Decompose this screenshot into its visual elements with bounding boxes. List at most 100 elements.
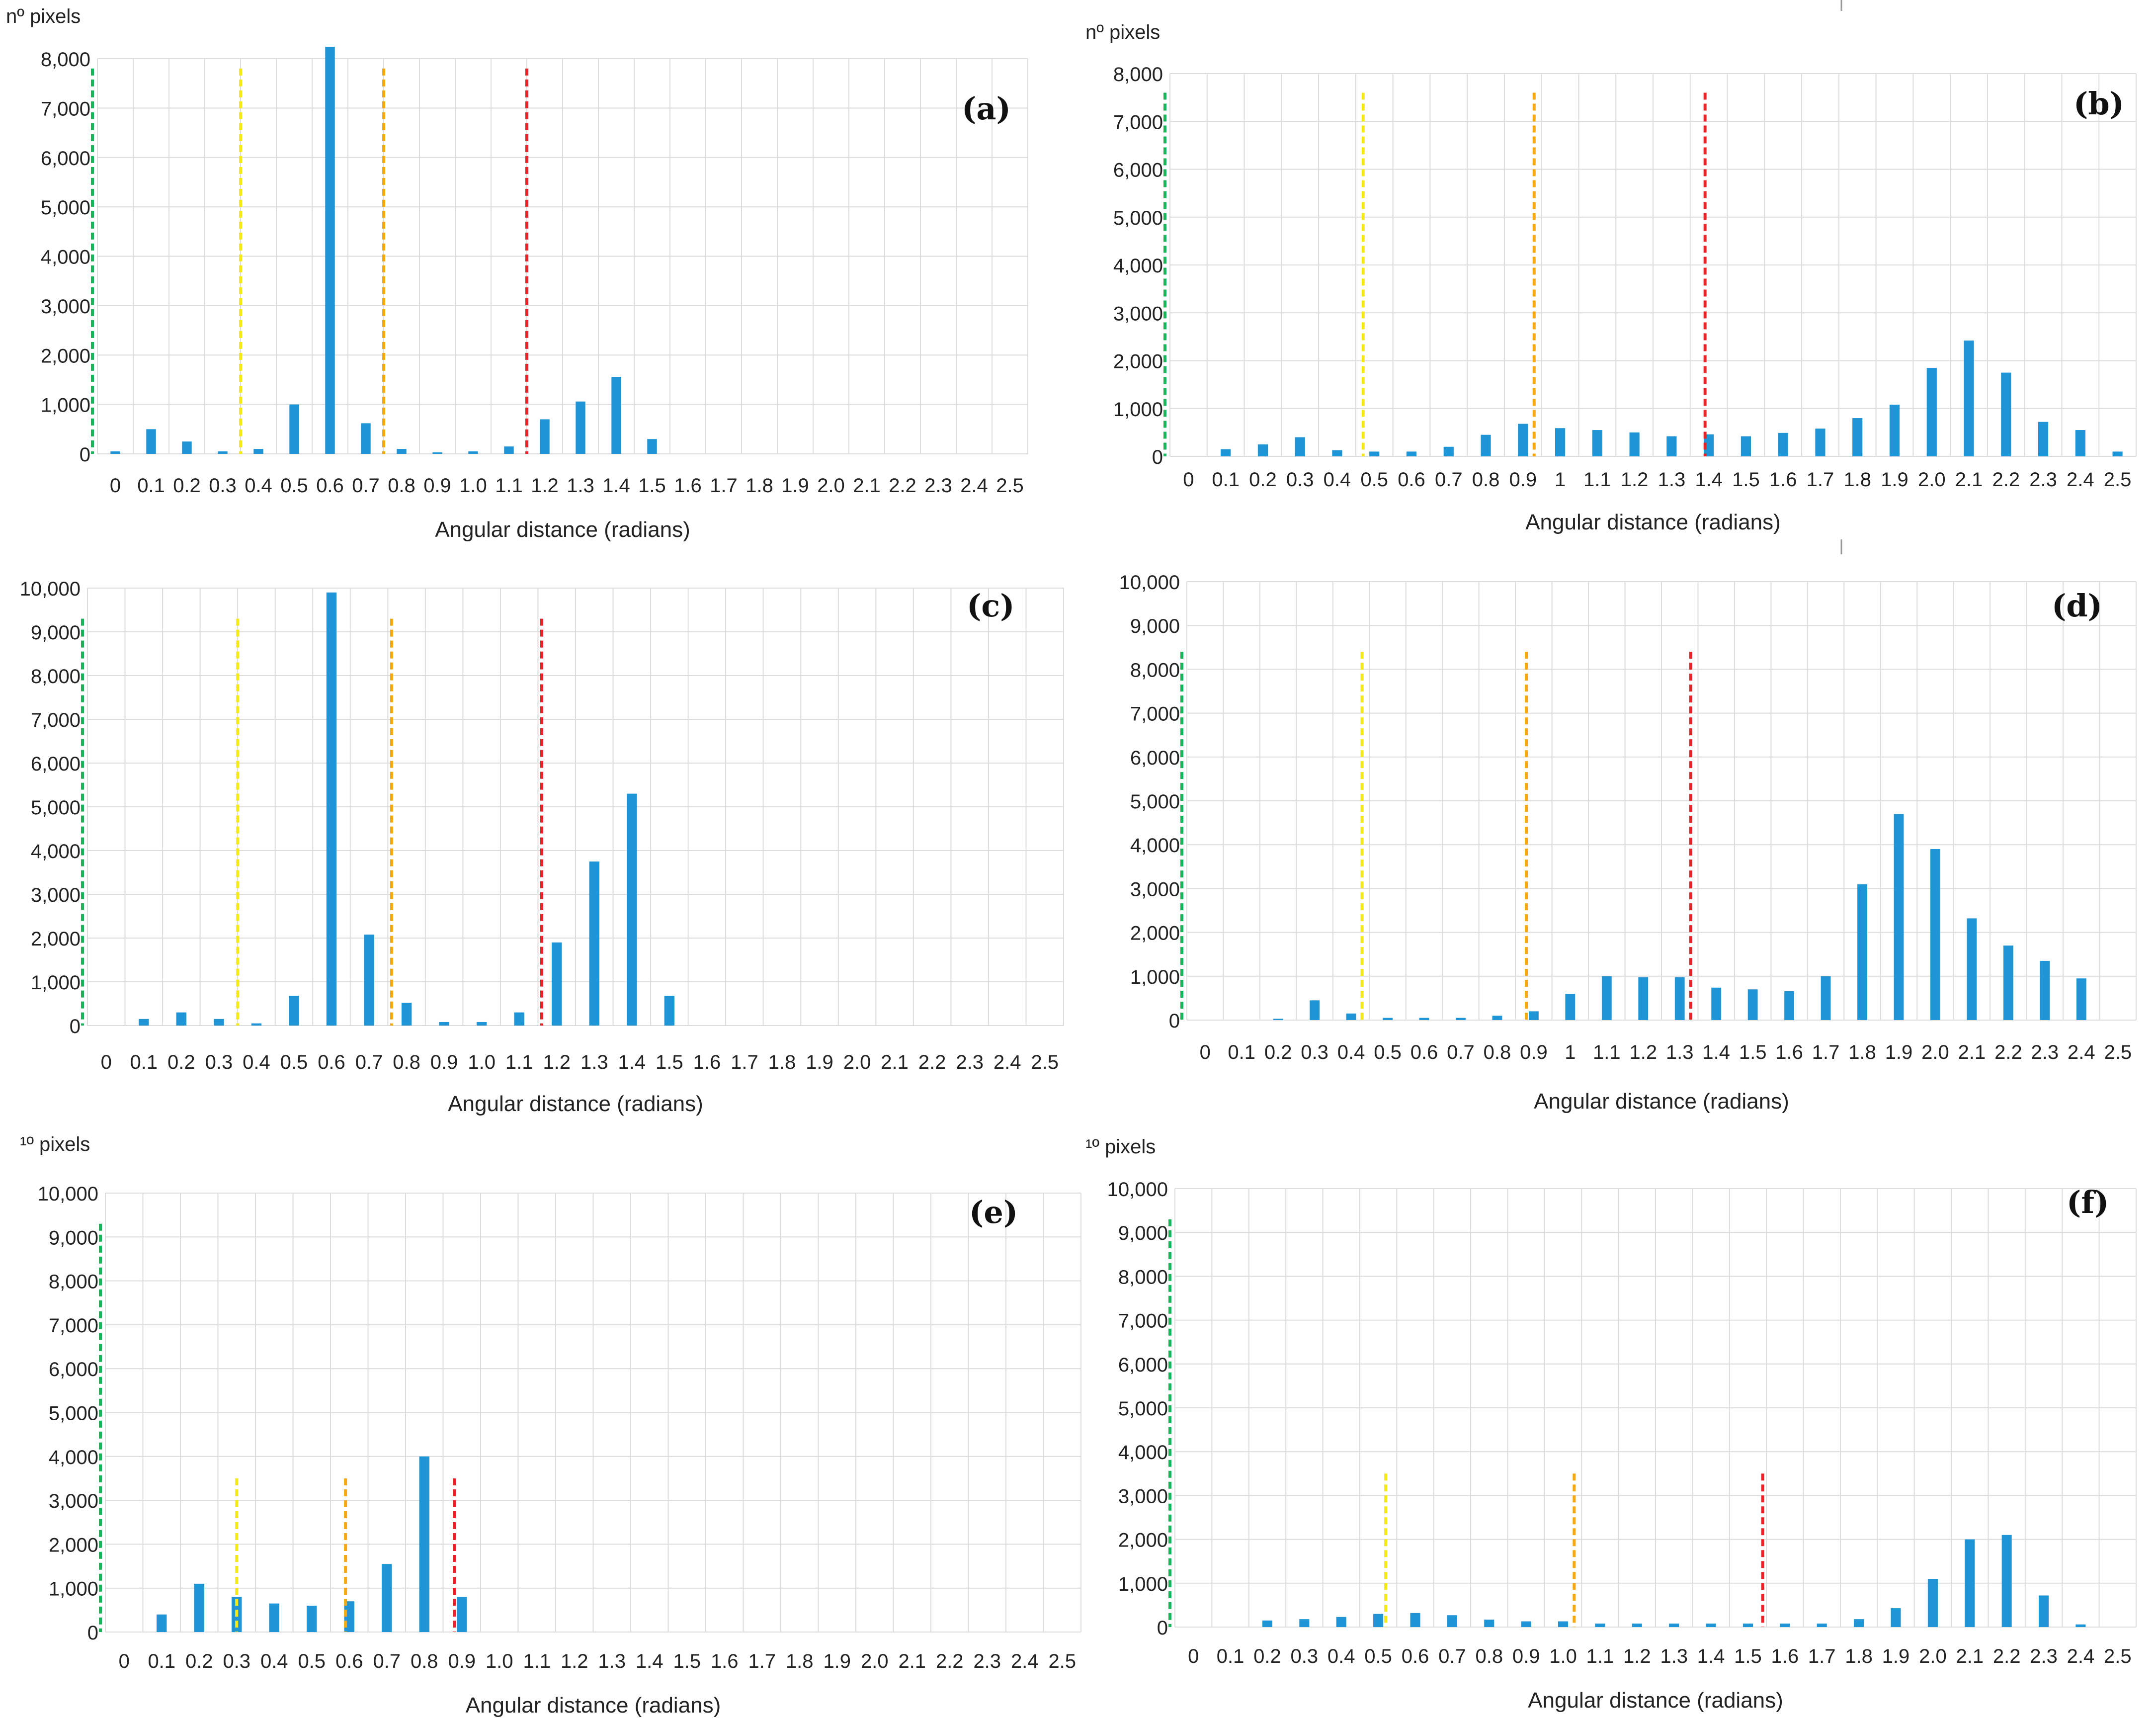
- bar: [1632, 1623, 1642, 1627]
- x-tick-label: 1.4: [1695, 469, 1723, 491]
- x-tick-label: 0.2: [1264, 1041, 1292, 1063]
- x-tick-label: 0.9: [423, 475, 451, 497]
- x-tick-label: 1.5: [1739, 1041, 1767, 1063]
- bar: [1629, 432, 1640, 456]
- x-tick-label: 0.6: [1398, 469, 1425, 491]
- x-tick-label: 2.4: [2067, 469, 2094, 491]
- x-tick-label: 2.4: [2067, 1645, 2095, 1667]
- bar: [1595, 1623, 1605, 1627]
- x-tick-label: 0.5: [280, 1051, 308, 1073]
- y-tick-label: 3,000: [31, 884, 81, 906]
- y-tick-label: 9,000: [49, 1227, 98, 1249]
- bar: [1854, 1619, 1864, 1627]
- x-tick-label: 2.0: [1921, 1041, 1949, 1063]
- y-tick-label: 1,000: [1113, 399, 1163, 421]
- bar: [1221, 449, 1231, 456]
- x-tick-label: 1.9: [823, 1650, 851, 1672]
- x-tick-label: 1.2: [1623, 1645, 1651, 1667]
- x-tick-label: 2.1: [853, 475, 881, 497]
- x-tick-label: 1.1: [1593, 1041, 1621, 1063]
- bar: [1410, 1613, 1420, 1627]
- x-tick-label: 0.6: [335, 1650, 363, 1672]
- bar: [1521, 1621, 1531, 1627]
- x-tick-label: 2.3: [2031, 1041, 2059, 1063]
- bar: [1711, 987, 1722, 1020]
- x-tick-label: 2.4: [1011, 1650, 1039, 1672]
- x-tick-label: 1.1: [523, 1650, 551, 1672]
- x-tick-label: 0.5: [280, 475, 308, 497]
- bar: [1406, 451, 1417, 456]
- bar: [1273, 1019, 1283, 1020]
- bar: [176, 1012, 187, 1026]
- x-tick-label: 2.4: [2068, 1041, 2095, 1063]
- x-tick-label: 0.1: [137, 475, 165, 497]
- chart-panel-a: 0 1,000 2,000 3,000 4,000 5,000 6,000 7,000 8,00…: [6, 5, 1028, 542]
- x-tick-label: 1.3: [1666, 1041, 1694, 1063]
- x-tick-label: 0.3: [223, 1650, 250, 1672]
- panel-label: (d): [2052, 588, 2102, 624]
- y-tick-label: 4,000: [41, 247, 90, 268]
- y-tick-label: 0: [1152, 446, 1163, 468]
- y-tick-label: 0: [1157, 1617, 1168, 1639]
- x-axis-title: Angular distance (radians): [466, 1693, 721, 1718]
- y-tick-label: 5,000: [49, 1403, 98, 1425]
- bar: [1383, 1018, 1393, 1020]
- bar: [1889, 405, 1900, 456]
- bar: [1565, 994, 1576, 1020]
- bar: [1456, 1018, 1466, 1020]
- x-axis-title: Angular distance (radians): [435, 517, 690, 542]
- y-tick-label: 9,000: [31, 622, 81, 644]
- x-tick-label: 0.5: [1364, 1645, 1392, 1667]
- y-tick-label: 6,000: [1113, 160, 1163, 181]
- bar: [1706, 1623, 1716, 1627]
- bar: [2001, 372, 2011, 456]
- x-tick-label: 1.4: [618, 1051, 646, 1073]
- x-tick-label: 2.2: [1993, 1645, 2021, 1667]
- x-tick-label: 1.6: [674, 475, 702, 497]
- x-tick-label: 1.6: [711, 1650, 739, 1672]
- x-tick-label: 2.0: [1919, 1645, 1947, 1667]
- y-tick-label: 4,000: [1118, 1442, 1168, 1464]
- x-tick-label: 1.2: [1629, 1041, 1657, 1063]
- x-tick-label: 0.8: [393, 1051, 420, 1073]
- x-tick-label: 1.0: [459, 475, 487, 497]
- x-tick-label: 0.4: [1327, 1645, 1355, 1667]
- bar: [2075, 430, 2085, 456]
- bar: [457, 1597, 467, 1632]
- y-tick-label: 5,000: [1113, 207, 1163, 229]
- bar: [514, 1012, 524, 1026]
- x-axis-title: Angular distance (radians): [1534, 1089, 1789, 1114]
- chart-panel-e: 0 1,000 2,000 3,000 4,000 5,000 6,000 7,000 8,00…: [20, 1133, 1081, 1718]
- x-tick-label: 1.7: [710, 475, 738, 497]
- x-tick-label: 0.8: [1472, 469, 1500, 491]
- x-tick-label: 0.9: [1512, 1645, 1540, 1667]
- bar: [1518, 424, 1528, 456]
- x-tick-label: 0.7: [1447, 1041, 1475, 1063]
- x-axis-title: Angular distance (radians): [1525, 510, 1781, 534]
- y-tick-label: 6,000: [49, 1359, 98, 1380]
- x-tick-label: 1.8: [786, 1650, 814, 1672]
- x-tick-label: 2.3: [973, 1650, 1001, 1672]
- y-tick-label: 7,000: [1113, 111, 1163, 133]
- bar: [1891, 1608, 1901, 1627]
- bar: [419, 1456, 429, 1632]
- x-tick-label: 0.3: [1291, 1645, 1319, 1667]
- x-tick-label: 0.7: [373, 1650, 401, 1672]
- y-tick-label: 1,000: [1118, 1573, 1168, 1595]
- x-tick-label: 1.5: [656, 1051, 683, 1073]
- x-tick-label: 1.5: [673, 1650, 701, 1672]
- x-tick-label: 0.5: [298, 1650, 326, 1672]
- x-tick-label: 1.7: [731, 1051, 758, 1073]
- bar: [1484, 1620, 1494, 1627]
- y-tick-label: 9,000: [1130, 615, 1180, 637]
- bar: [1481, 434, 1491, 456]
- bar: [1257, 444, 1268, 456]
- y-tick-label: 8,000: [1113, 64, 1163, 86]
- bar: [1295, 437, 1305, 456]
- x-tick-label: 1.7: [1808, 1645, 1836, 1667]
- bar: [289, 404, 299, 454]
- x-tick-label: 0.6: [316, 475, 344, 497]
- x-tick-label: 0.9: [1509, 469, 1537, 491]
- bar: [1666, 436, 1677, 456]
